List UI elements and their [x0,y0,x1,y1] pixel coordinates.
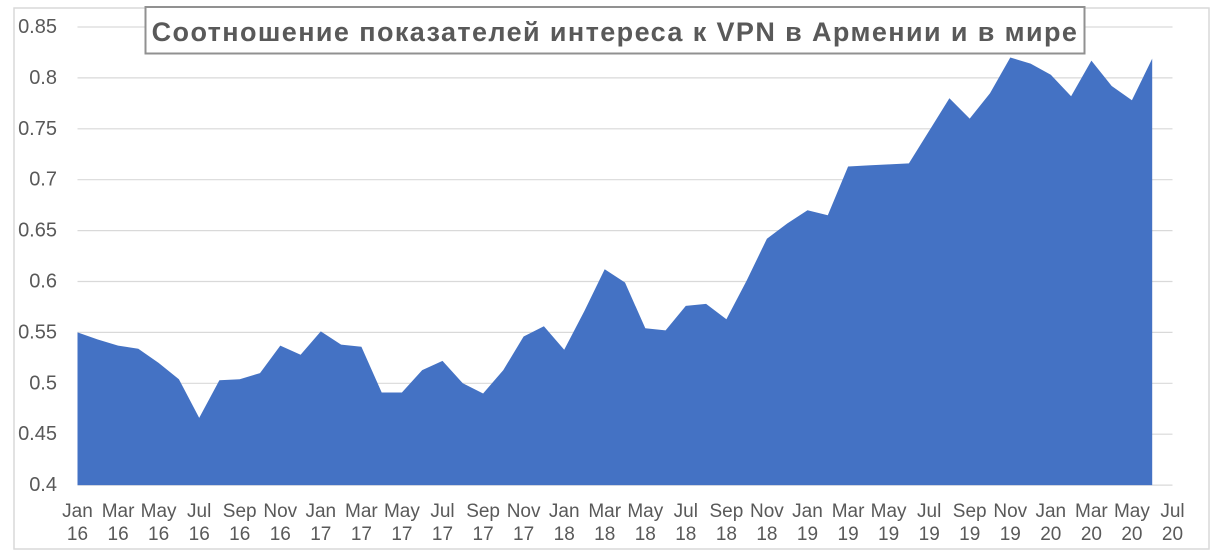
svg-text:0.4: 0.4 [29,474,57,496]
svg-text:0.8: 0.8 [29,67,57,89]
svg-text:0.75: 0.75 [18,118,57,140]
svg-text:0.85: 0.85 [18,16,57,38]
svg-text:0.65: 0.65 [18,220,57,242]
svg-text:0.5: 0.5 [29,372,57,394]
svg-text:0.55: 0.55 [18,321,57,343]
svg-text:0.6: 0.6 [29,271,57,293]
svg-text:Соотношение показателей интере: Соотношение показателей интереса к VPN в… [152,17,1079,47]
svg-text:0.7: 0.7 [29,169,57,191]
svg-text:0.45: 0.45 [18,423,57,445]
